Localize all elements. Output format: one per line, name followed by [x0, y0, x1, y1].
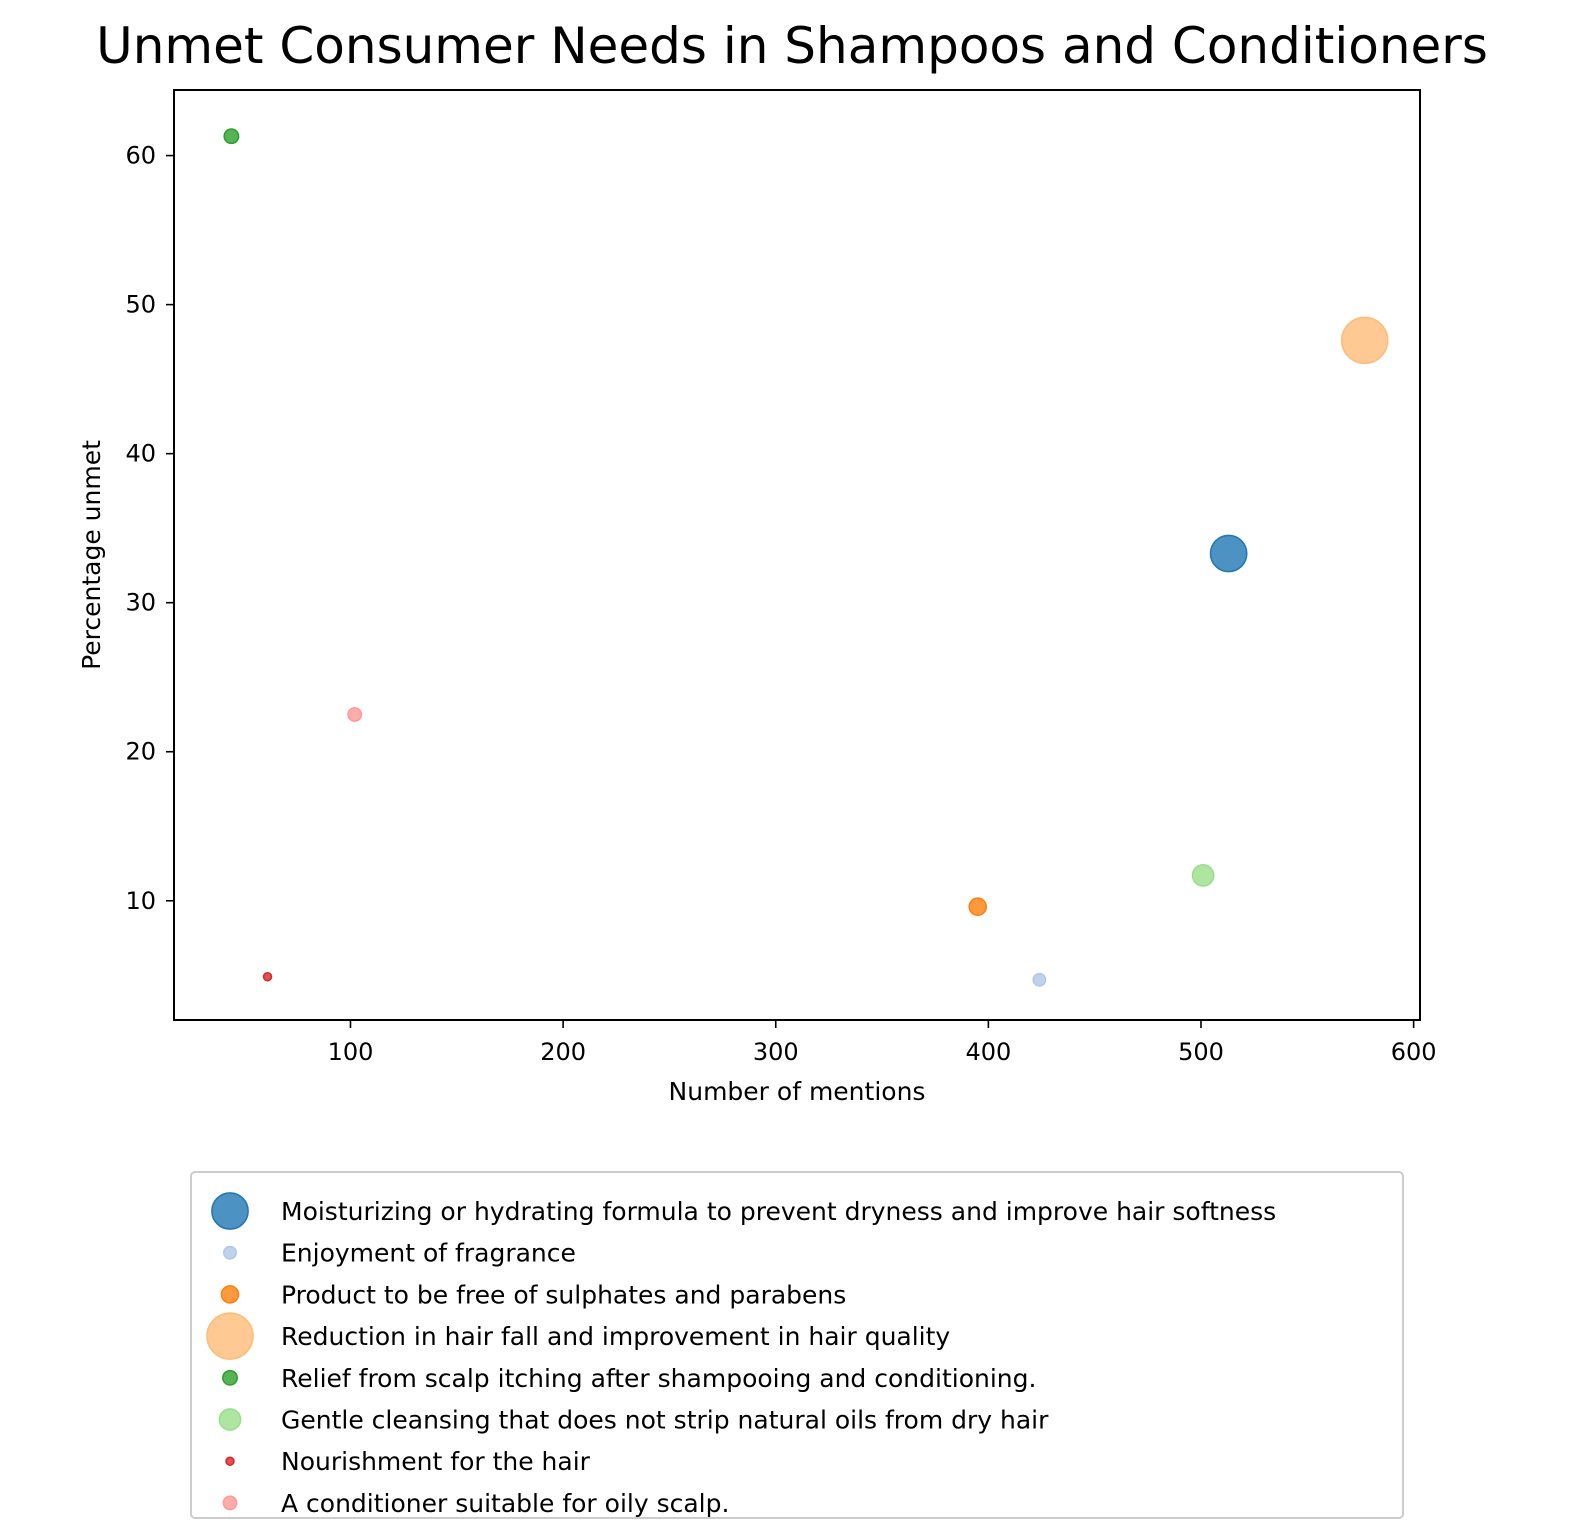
x-axis-ticks: 100 200 300 400 500 600	[328, 1020, 1437, 1066]
y-axis-label: Percentage unmet	[77, 440, 106, 670]
data-points	[223, 128, 1389, 987]
x-tick-label-1: 200	[540, 1038, 586, 1066]
x-tick-label-0: 100	[328, 1038, 374, 1066]
legend-marker-6	[225, 1456, 235, 1466]
data-point-1	[1032, 972, 1047, 987]
data-point-0	[1209, 534, 1248, 573]
legend: Moisturizing or hydrating formula to pre…	[190, 1171, 1404, 1519]
data-point-6	[262, 972, 273, 982]
legend-label-7: A conditioner suitable for oily scalp.	[281, 1489, 729, 1518]
legend-frame	[190, 1171, 1404, 1519]
x-tick-label-5: 600	[1391, 1038, 1437, 1066]
y-tick-label-0: 10	[125, 887, 156, 915]
data-point-5	[1191, 864, 1215, 887]
legend-marker-7	[222, 1495, 238, 1511]
legend-items: Moisturizing or hydrating formula to pre…	[206, 1192, 1276, 1518]
chart-title: Unmet Consumer Needs in Shampoos and Con…	[96, 17, 1488, 75]
legend-label-5: Gentle cleansing that does not strip nat…	[281, 1406, 1049, 1435]
data-point-4	[223, 128, 240, 145]
data-point-2	[968, 897, 988, 917]
legend-label-0: Moisturizing or hydrating formula to pre…	[281, 1197, 1276, 1226]
data-point-7	[347, 707, 363, 722]
x-tick-label-4: 500	[1178, 1038, 1224, 1066]
x-axis-label: Number of mentions	[669, 1077, 926, 1106]
y-axis-ticks: 10 20 30 40 50 60	[125, 142, 174, 915]
legend-marker-5	[218, 1408, 242, 1431]
legend-label-1: Enjoyment of fragrance	[281, 1239, 576, 1268]
legend-label-3: Reduction in hair fall and improvement i…	[281, 1322, 950, 1351]
x-tick-label-3: 400	[965, 1038, 1011, 1066]
legend-marker-4	[222, 1369, 238, 1386]
legend-marker-2	[220, 1285, 240, 1304]
y-tick-label-2: 30	[125, 589, 156, 617]
legend-marker-1	[223, 1245, 237, 1260]
x-tick-label-2: 300	[753, 1038, 799, 1066]
y-tick-label-3: 40	[125, 440, 156, 468]
y-tick-label-5: 60	[125, 142, 156, 170]
legend-marker-0	[211, 1192, 249, 1230]
legend-label-6: Nourishment for the hair	[281, 1447, 591, 1476]
y-tick-label-1: 20	[125, 738, 156, 766]
y-tick-label-4: 50	[125, 291, 156, 319]
legend-label-2: Product to be free of sulphates and para…	[281, 1280, 846, 1309]
legend-marker-3	[206, 1312, 254, 1360]
data-point-3	[1340, 316, 1389, 365]
legend-label-4: Relief from scalp itching after shampooi…	[281, 1364, 1036, 1393]
